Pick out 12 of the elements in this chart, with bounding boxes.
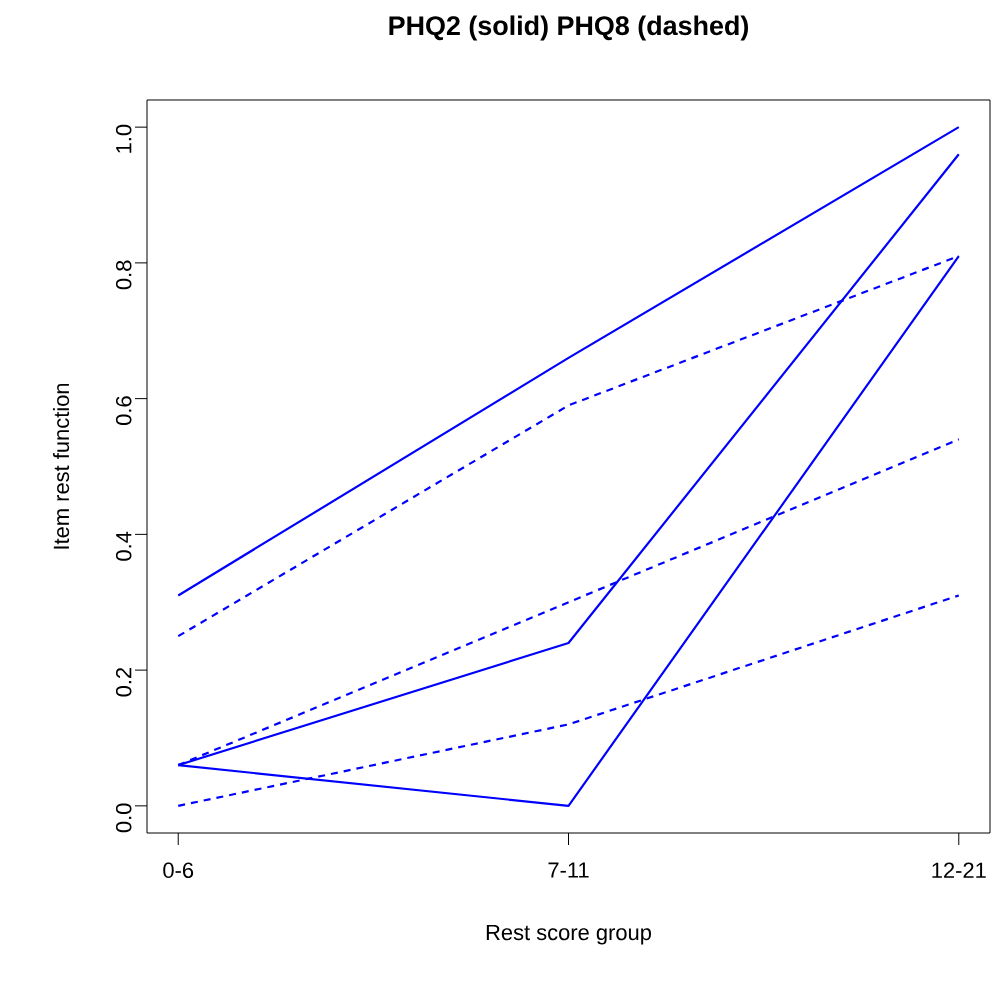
y-tick-label: 1.0: [115, 124, 132, 153]
y-tick-label: 0.4: [115, 531, 132, 561]
x-tick-label: 0-6: [163, 862, 194, 879]
y-axis-title: Item rest function: [53, 383, 70, 549]
y-tick-label: 0.2: [115, 667, 132, 697]
x-tick-label: 7-11: [548, 862, 589, 878]
y-tick-label: 0.6: [115, 396, 132, 425]
y-tick-label: 0.0: [115, 803, 132, 833]
y-tick-label: 0.8: [115, 260, 132, 290]
chart-title: PHQ2 (solid) PHQ8 (dashed): [389, 15, 749, 41]
x-tick-label: 12-21: [932, 862, 986, 878]
x-axis-title: Rest score group: [486, 924, 651, 945]
